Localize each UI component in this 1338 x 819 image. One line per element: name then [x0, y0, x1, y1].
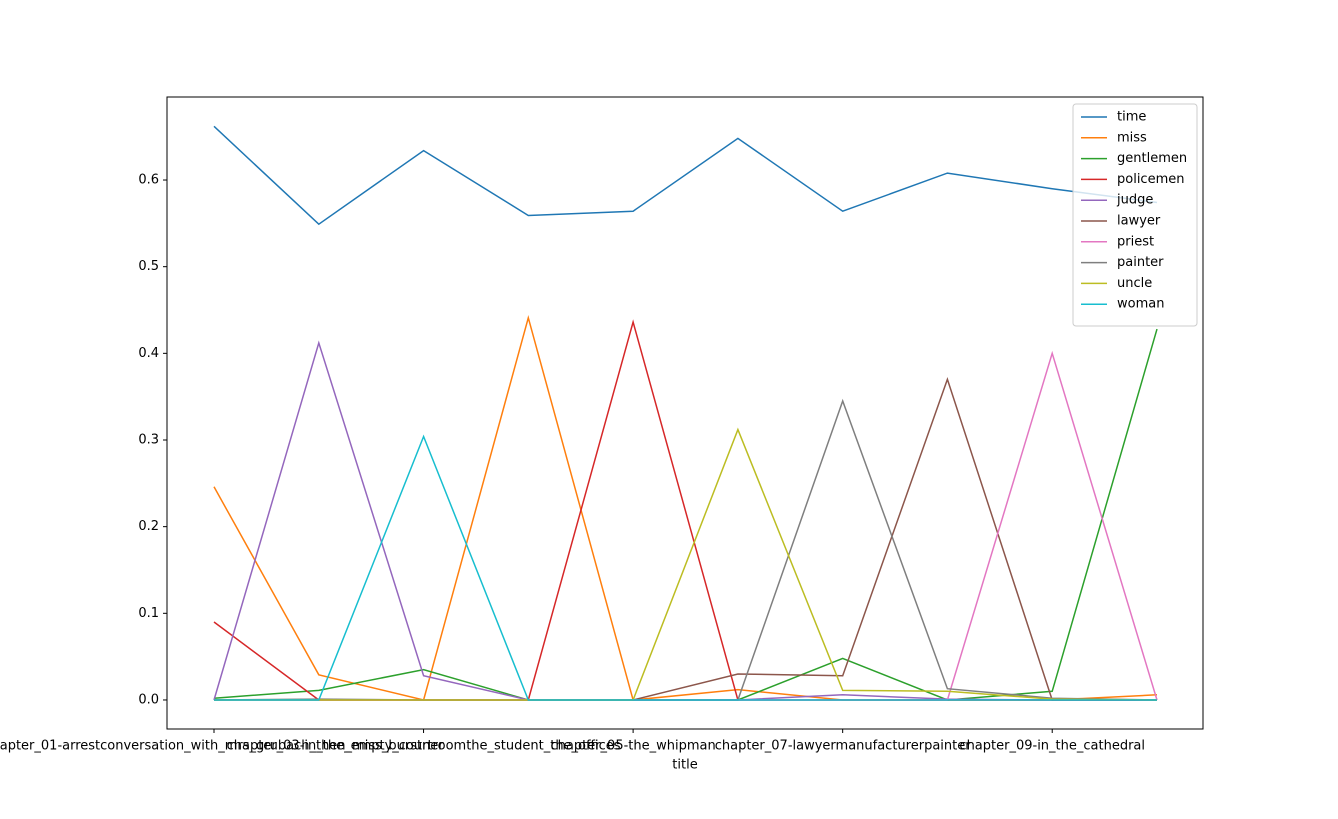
y-tick-label: 0.3: [138, 432, 159, 447]
x-tick-label: chapter_09-in_the_cathedral: [959, 739, 1145, 754]
legend-label: gentlemen: [1117, 151, 1187, 166]
legend-label: policemen: [1117, 172, 1184, 187]
legend-label: lawyer: [1117, 214, 1161, 229]
legend-label: judge: [1116, 193, 1153, 208]
x-axis-label: title: [672, 758, 697, 773]
legend-label: painter: [1117, 255, 1164, 270]
series-line: [213, 125, 1158, 226]
y-tick-label: 0.1: [138, 606, 159, 621]
series-line: [214, 434, 1157, 701]
legend-label: miss: [1117, 130, 1147, 145]
legend-label: priest: [1117, 234, 1154, 249]
y-tick-label: 0.6: [138, 173, 159, 188]
y-tick-label: 0.0: [138, 692, 159, 707]
y-tick-label: 0.5: [138, 259, 159, 274]
legend-label: time: [1117, 110, 1146, 125]
legend-label: uncle: [1117, 276, 1152, 291]
y-tick-label: 0.4: [138, 346, 159, 361]
x-tick-label: chapter_03-in_the_empty_courtroomthe_stu…: [227, 739, 621, 754]
legend: time miss gentlemen policemen judge lawyer pri…: [1072, 103, 1198, 327]
series-line: [214, 427, 1158, 701]
plot-frame: [166, 96, 1204, 730]
x-tick-label: chapter_01-arrestconversation_with_mrs_g…: [0, 739, 444, 754]
y-tick-label: 0.2: [138, 519, 159, 534]
legend-label: woman: [1117, 297, 1164, 312]
x-tick-label: chapter_05-the_whipman: [551, 739, 716, 754]
x-tick-label: chapter_07-lawyermanufacturerpainter: [715, 739, 971, 754]
legend-box: [1072, 103, 1198, 327]
